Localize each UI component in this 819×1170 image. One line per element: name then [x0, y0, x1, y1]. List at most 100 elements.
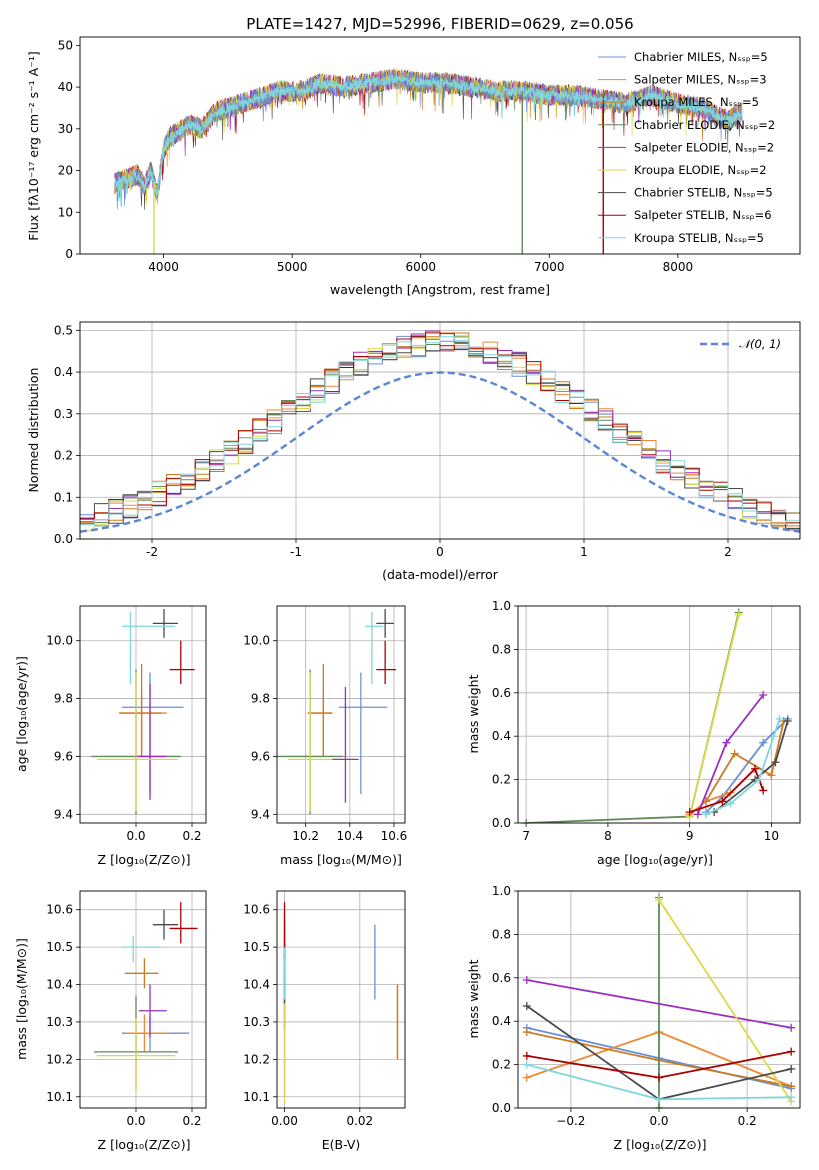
weight-vs-Z-point-4 — [522, 975, 531, 984]
age-vs-mass-axes: 10.2 10.4 10.6 9.4 9.6 9.8 10.0 — [243, 606, 407, 843]
mass-vs-EBV-ytick-label: 10.3 — [243, 1015, 270, 1029]
weight-vs-Z-xtick-label: 0.0 — [649, 1114, 668, 1128]
weight-vs-Z-xtick-label: −0.2 — [556, 1114, 585, 1128]
weight-vs-Z-point-7 — [522, 1051, 531, 1060]
residuals-frame — [79, 321, 801, 540]
weight-vs-Z-point-8 — [787, 1093, 796, 1102]
normal-curve — [80, 371, 800, 533]
weight-vs-age-xtick-label: 9 — [686, 829, 694, 843]
mass-vs-EBV-ytick-label: 10.2 — [243, 1052, 270, 1066]
spectrum-xtick-label: 8000 — [663, 260, 694, 274]
weight-vs-age-point-8 — [755, 775, 764, 784]
residuals-ytick-label: 0.0 — [54, 532, 73, 546]
weight-vs-age-ytick-label: 0.6 — [492, 686, 511, 700]
weight-vs-Z-series-5 — [658, 899, 792, 1102]
age-vs-mass-ytick-label: 9.6 — [251, 749, 270, 763]
mass-vs-EBV-xtick-label: 0.00 — [271, 1114, 298, 1128]
age-vs-Z-axes: 0.0 0.2 9.4 9.6 9.8 10.0 — [46, 606, 206, 843]
residuals-xtick-label: 0 — [436, 545, 444, 559]
weight-vs-age-point-2 — [767, 771, 776, 780]
mass-vs-Z-xtick-label: 0.2 — [182, 1114, 201, 1128]
residuals-ytick-label: 0.5 — [54, 323, 73, 337]
spectrum-legend-label-5: Kroupa ELODIE, Nₛₛₚ=2 — [634, 163, 767, 177]
weight-vs-age-point-0 — [759, 738, 768, 747]
mass-vs-Z-ytick-label: 10.2 — [46, 1052, 73, 1066]
spectrum-ytick-label: 20 — [58, 164, 73, 178]
weight-vs-age-point-6 — [783, 717, 792, 726]
spectrum-legend-label-7: Salpeter STELIB, Nₛₛₚ=6 — [634, 208, 772, 222]
spectrum-legend-label-1: Salpeter MILES, Nₛₛₚ=3 — [634, 73, 767, 87]
weight-vs-Z-ytick-label: 1.0 — [492, 884, 511, 898]
spectrum-xtick-label: 6000 — [405, 260, 436, 274]
mass-vs-Z-ytick-label: 10.3 — [46, 1015, 73, 1029]
spectrum-frame — [79, 36, 801, 255]
weight-vs-age-point-4 — [722, 738, 731, 747]
weight-vs-age-ytick-label: 1.0 — [492, 599, 511, 613]
mass-z-xlabel: Z [log₁₀(Z/Z⊙)] — [98, 1137, 191, 1152]
age-vs-mass-xtick-label: 10.2 — [292, 829, 319, 843]
weight-vs-age-ytick-label: 0.0 — [492, 816, 511, 830]
mass-vs-Z-xtick-label: 0.0 — [126, 1114, 145, 1128]
spectrum-ylabel: Flux [fλ10⁻¹⁷ erg cm⁻² s⁻¹ A⁻¹] — [26, 51, 41, 240]
weight-vs-Z-frame — [517, 890, 801, 1109]
weight-vs-Z-point-2 — [787, 1082, 796, 1091]
weight-vs-age-xtick-label: 10 — [764, 829, 779, 843]
weight-vs-Z-point-8 — [655, 1095, 663, 1104]
mass-vs-EBV-ytick-label: 10.6 — [243, 903, 270, 917]
weight-vs-Z-point-6 — [522, 1002, 531, 1011]
spectrum-legend-label-8: Kroupa STELIB, Nₛₛₚ=5 — [634, 231, 764, 245]
spectrum-legend-label-3: Chabrier ELODIE, Nₛₛₚ=2 — [634, 118, 775, 132]
weight-vs-Z-point-7 — [787, 1047, 796, 1056]
weight-vs-age-ytick-label: 0.2 — [492, 773, 511, 787]
age-vs-mass-xtick-label: 10.6 — [381, 829, 408, 843]
mass-vs-EBV-ytick-label: 10.4 — [243, 978, 270, 992]
age-z-ylabel: age [log₁₀(age/yr)] — [14, 656, 29, 772]
age-vs-Z-xtick-label: 0.2 — [182, 829, 201, 843]
spectrum-xlabel: wavelength [Angstrom, rest frame] — [330, 282, 550, 297]
age-z-xlabel: Z [log₁₀(Z/Z⊙)] — [98, 852, 191, 867]
weight-vs-age-frame — [517, 605, 801, 824]
spectrum-xtick-label: 7000 — [534, 260, 565, 274]
mass-vs-EBV-ytick-label: 10.1 — [243, 1090, 270, 1104]
weight-vs-age-xtick-label: 7 — [522, 829, 530, 843]
weight-vs-Z-ytick-label: 0.2 — [492, 1058, 511, 1072]
age-vs-mass-ytick-label: 9.4 — [251, 807, 270, 821]
weight-age-xlabel: age [log₁₀(age/yr)] — [597, 852, 713, 867]
age-vs-mass-xtick-label: 10.4 — [336, 829, 363, 843]
weight-vs-age-series-8 — [705, 718, 781, 816]
spectrum-title: PLATE=1427, MJD=52996, FIBERID=0629, z=0… — [246, 15, 633, 33]
age-vs-Z-xtick-label: 0.0 — [126, 829, 145, 843]
residual-legend-label: 𝒩(0, 1) — [739, 337, 781, 351]
age-mass-xlabel: mass [log₁₀(M/M⊙)] — [280, 852, 402, 867]
weight-vs-Z-series-4 — [526, 979, 792, 1029]
spectrum-legend-label-0: Chabrier MILES, Nₛₛₚ=5 — [634, 50, 768, 64]
weight-vs-Z-point-6 — [787, 1064, 796, 1073]
weight-vs-age-point-6 — [771, 758, 780, 767]
mass-vs-Z-ytick-label: 10.6 — [46, 903, 73, 917]
weight-z-ylabel: mass weight — [466, 959, 481, 1038]
spectrum-axes: 4000 5000 6000 7000 8000 0 10 20 30 40 50 — [58, 38, 693, 274]
weight-vs-Z-ytick-label: 0.0 — [492, 1101, 511, 1115]
residuals-ytick-label: 0.2 — [54, 449, 73, 463]
residual-hist-8 — [80, 336, 800, 525]
spectrum-series-5 — [114, 68, 743, 205]
residuals-xtick-label: 2 — [724, 545, 732, 559]
weight-vs-age-point-4 — [693, 810, 702, 819]
weight-vs-age-point-8 — [726, 799, 735, 808]
weight-vs-age-point-7 — [759, 786, 768, 795]
residuals-xtick-label: -1 — [290, 545, 302, 559]
mass-ebv-xlabel: E(B-V) — [322, 1137, 361, 1152]
weight-vs-age-point-7 — [718, 797, 727, 806]
spectrum-xtick-label: 4000 — [148, 260, 179, 274]
spectrum-legend-label-2: Kroupa MILES, Nₛₛₚ=5 — [634, 95, 759, 109]
spectrum-ytick-label: 40 — [58, 80, 73, 94]
weight-vs-Z-ytick-label: 0.6 — [492, 971, 511, 985]
weight-vs-Z-xtick-label: 0.2 — [738, 1114, 757, 1128]
spectrum-legend-label-4: Salpeter ELODIE, Nₛₛₚ=2 — [634, 140, 774, 154]
mass-vs-EBV-axes: 0.00 0.02 10.1 10.2 10.3 10.4 10.5 10.6 — [243, 891, 405, 1128]
weight-vs-age-xtick-label: 8 — [604, 829, 612, 843]
spectrum-series-8 — [114, 73, 743, 208]
spectrum-xtick-label: 5000 — [277, 260, 308, 274]
mass-vs-EBV-xtick-label: 0.02 — [346, 1114, 373, 1128]
mass-vs-Z-axes: 0.0 0.2 10.1 10.2 10.3 10.4 10.5 10.6 — [46, 891, 206, 1128]
